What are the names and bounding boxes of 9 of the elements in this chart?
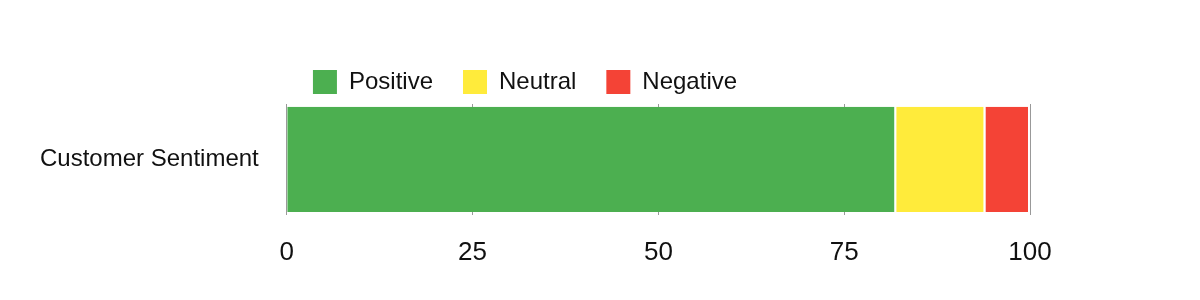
x-tick-label: 50	[643, 235, 673, 266]
x-tick-label: 75	[829, 235, 859, 266]
x-tick-label: 0	[279, 235, 294, 266]
x-tick-label: 25	[458, 235, 488, 266]
legend-label: Negative	[642, 66, 738, 94]
legend-label: Positive	[348, 66, 433, 94]
legend-label: Neutral	[498, 66, 577, 94]
y-tick-label: Customer Sentiment	[39, 144, 260, 172]
x-tick-label: 100	[1008, 235, 1052, 266]
